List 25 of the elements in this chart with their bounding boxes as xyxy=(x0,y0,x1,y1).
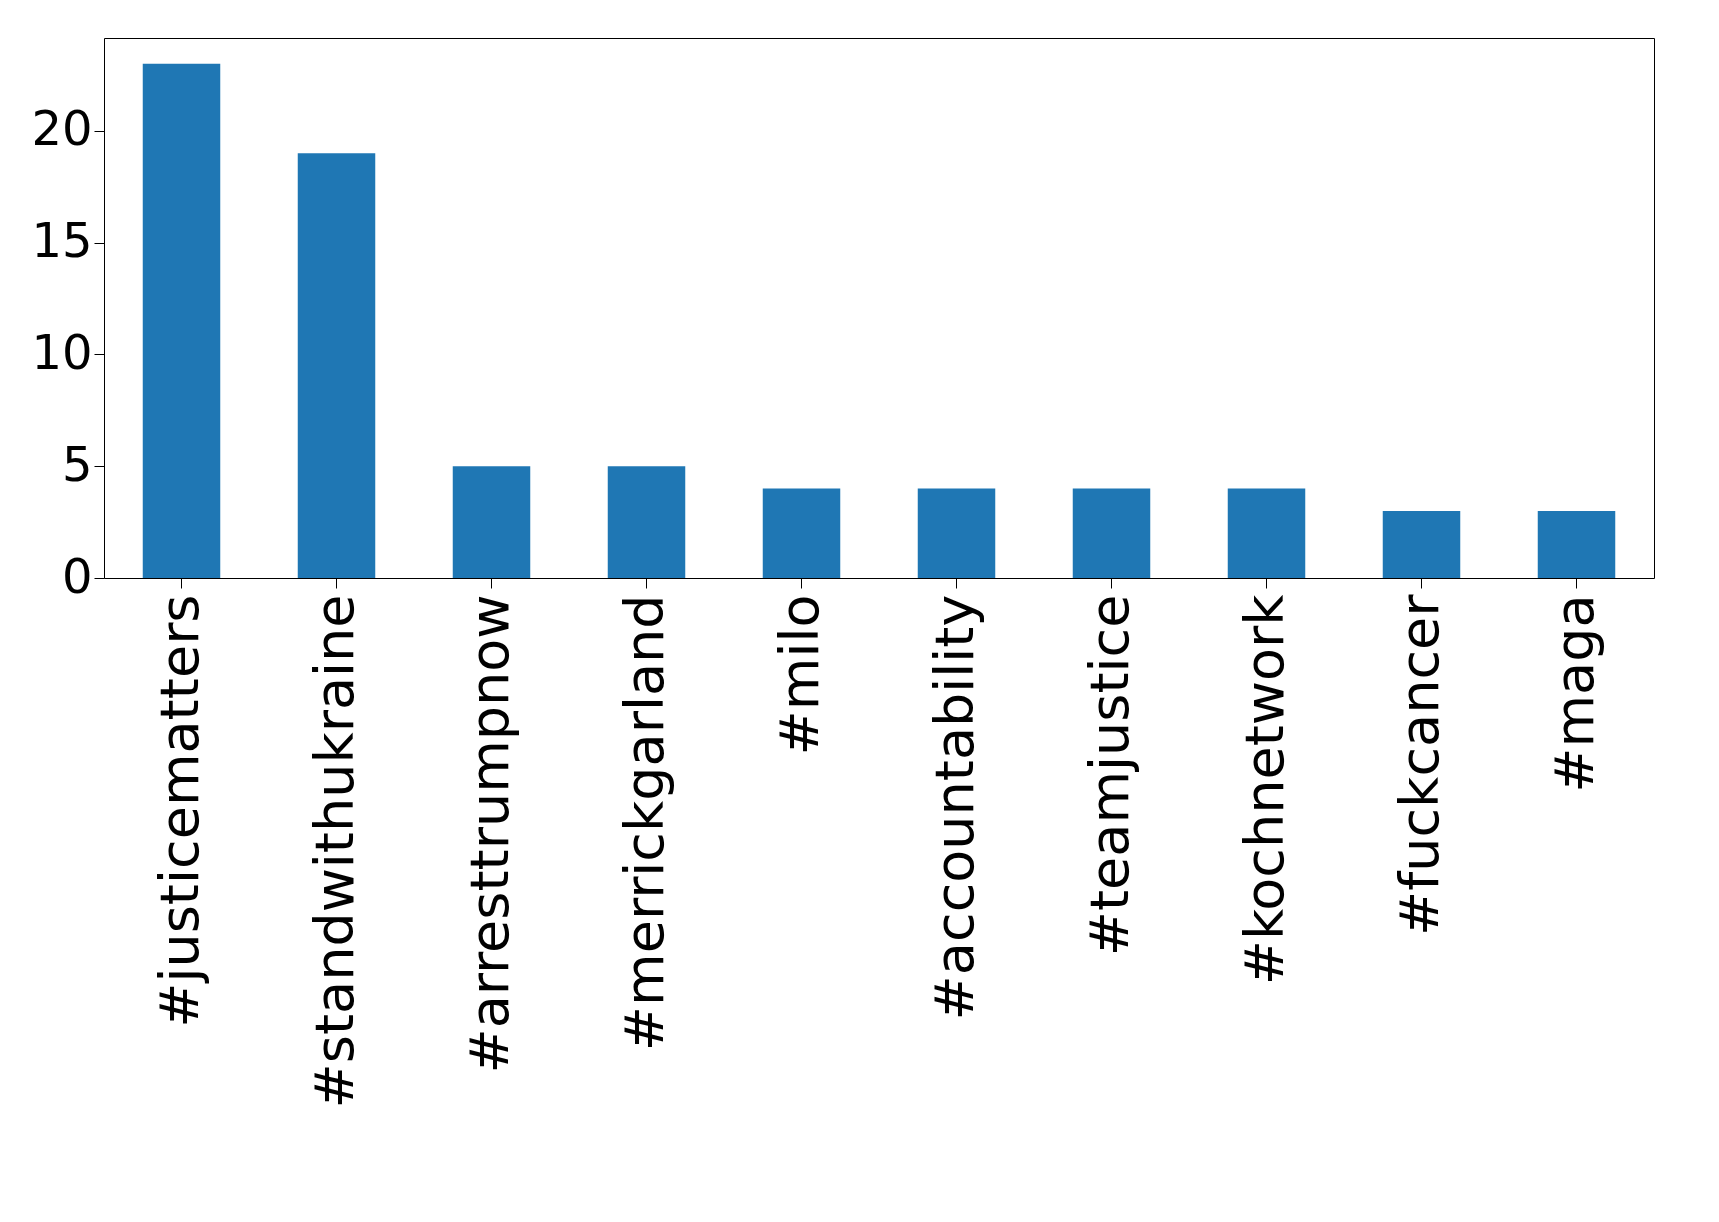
y-tick-label: 15 xyxy=(31,212,93,269)
x-tick-label: #accountability xyxy=(922,594,986,1021)
x-tick-label: #merrickgarland xyxy=(612,594,676,1052)
x-tick-label: #milo xyxy=(767,594,831,756)
bar xyxy=(452,466,531,578)
x-tick-label: #justicematters xyxy=(147,594,211,1028)
bar xyxy=(762,488,841,578)
bar xyxy=(1382,510,1461,578)
x-tick-label: #standwithukraine xyxy=(302,594,366,1109)
x-tick-label: #teamjustice xyxy=(1077,594,1141,957)
y-tick-label: 5 xyxy=(61,435,93,492)
y-tick-label: 0 xyxy=(61,547,93,604)
x-tick-label: #maga xyxy=(1542,594,1606,793)
bar xyxy=(917,488,996,578)
bar xyxy=(1072,488,1151,578)
bar xyxy=(607,466,686,578)
x-tick-label: #fuckcancer xyxy=(1387,593,1451,937)
x-tick-label: #arresttrumpnow xyxy=(457,594,521,1074)
x-tick-label: #kochnetwork xyxy=(1232,593,1296,986)
bar xyxy=(142,63,221,578)
y-tick-label: 20 xyxy=(31,100,93,157)
bar xyxy=(297,153,376,578)
y-tick-label: 10 xyxy=(31,323,93,380)
bar xyxy=(1537,510,1616,578)
bar xyxy=(1227,488,1306,578)
